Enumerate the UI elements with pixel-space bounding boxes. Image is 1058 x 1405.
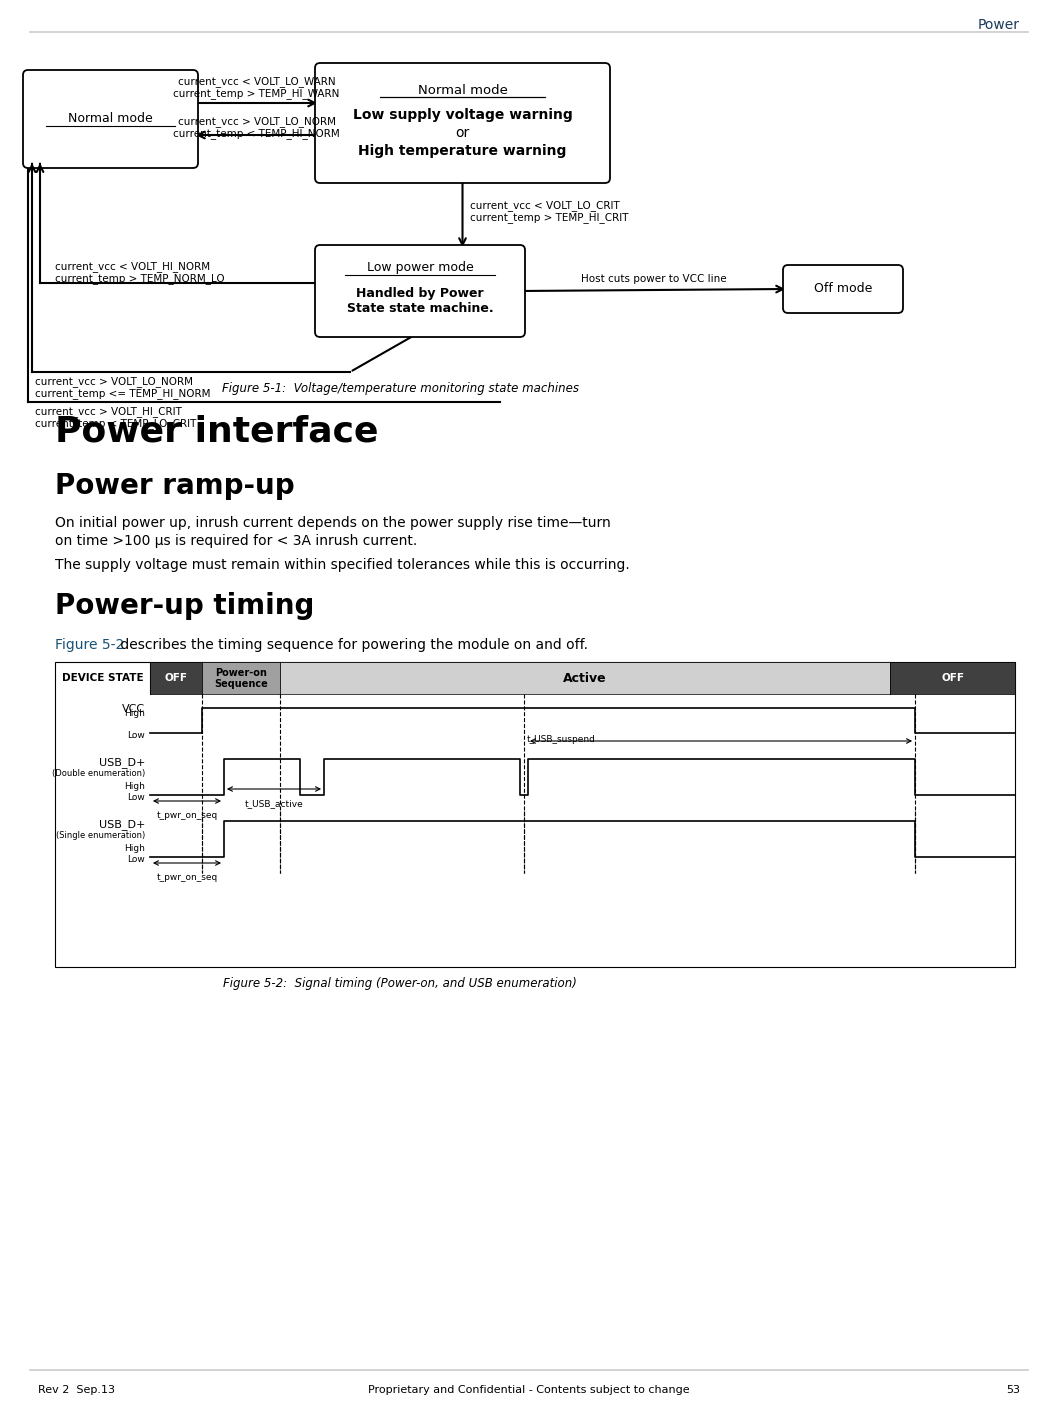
Text: Low: Low — [127, 731, 145, 740]
Text: VCC: VCC — [122, 704, 145, 714]
Text: (Double enumeration): (Double enumeration) — [52, 769, 145, 778]
Text: Low: Low — [127, 792, 145, 802]
Text: 53: 53 — [1006, 1385, 1020, 1395]
FancyBboxPatch shape — [315, 63, 610, 183]
Text: t_USB_suspend: t_USB_suspend — [527, 735, 596, 745]
Text: High temperature warning: High temperature warning — [359, 143, 567, 157]
Text: describes the timing sequence for powering the module on and off.: describes the timing sequence for poweri… — [116, 638, 588, 652]
Text: t_pwr_on_seq: t_pwr_on_seq — [157, 811, 218, 821]
Text: OFF: OFF — [164, 673, 187, 683]
Text: current_vcc < VOLT_HI_NORM: current_vcc < VOLT_HI_NORM — [55, 261, 211, 273]
Text: current_temp > TEMP_NORM_LO: current_temp > TEMP_NORM_LO — [55, 274, 224, 284]
Bar — [890, 662, 1015, 694]
Text: t_USB_active: t_USB_active — [244, 799, 304, 808]
Text: OFF: OFF — [941, 673, 964, 683]
Text: The supply voltage must remain within specified tolerances while this is occurri: The supply voltage must remain within sp… — [55, 558, 630, 572]
Text: current_vcc > VOLT_LO_NORM: current_vcc > VOLT_LO_NORM — [35, 377, 193, 386]
Text: current_temp > TEMP_HI_CRIT: current_temp > TEMP_HI_CRIT — [471, 212, 630, 223]
Text: Off mode: Off mode — [814, 282, 872, 295]
Text: DEVICE STATE: DEVICE STATE — [61, 673, 143, 683]
Text: Normal mode: Normal mode — [68, 112, 152, 125]
Text: Low supply voltage warning: Low supply voltage warning — [352, 108, 572, 122]
Text: Handled by Power: Handled by Power — [357, 287, 484, 299]
Text: Power interface: Power interface — [55, 414, 379, 450]
FancyBboxPatch shape — [23, 70, 198, 169]
Text: current_temp > TEMP_HI_WARN: current_temp > TEMP_HI_WARN — [174, 89, 340, 98]
Text: Power: Power — [978, 18, 1020, 32]
Text: Host cuts power to VCC line: Host cuts power to VCC line — [581, 274, 727, 284]
Bar — [55, 662, 1015, 967]
Bar — [150, 662, 202, 694]
Text: USB_D+: USB_D+ — [98, 819, 145, 830]
Text: High: High — [124, 710, 145, 718]
Text: current_vcc > VOLT_HI_CRIT: current_vcc > VOLT_HI_CRIT — [35, 406, 182, 417]
Text: State state machine.: State state machine. — [347, 302, 493, 316]
Text: High: High — [124, 783, 145, 791]
Text: USB_D+: USB_D+ — [98, 757, 145, 769]
Text: current_vcc < VOLT_LO_WARN: current_vcc < VOLT_LO_WARN — [178, 76, 335, 87]
Text: current_vcc < VOLT_LO_CRIT: current_vcc < VOLT_LO_CRIT — [471, 201, 620, 212]
Text: On initial power up, inrush current depends on the power supply rise time—turn: On initial power up, inrush current depe… — [55, 516, 610, 530]
Text: current_temp < TEMP_HI_NORM: current_temp < TEMP_HI_NORM — [174, 128, 340, 139]
Text: current_vcc > VOLT_LO_NORM: current_vcc > VOLT_LO_NORM — [178, 117, 335, 126]
Text: Power ramp-up: Power ramp-up — [55, 472, 294, 500]
Text: (Single enumeration): (Single enumeration) — [56, 830, 145, 840]
Text: Active: Active — [563, 672, 607, 684]
Text: Normal mode: Normal mode — [418, 83, 508, 97]
Text: current_temp < TEMP_LO_CRIT: current_temp < TEMP_LO_CRIT — [35, 419, 197, 429]
Text: Power-up timing: Power-up timing — [55, 592, 314, 620]
Bar — [280, 662, 890, 694]
Text: Power-on: Power-on — [215, 667, 267, 679]
Text: Sequence: Sequence — [214, 679, 268, 688]
Text: on time >100 μs is required for < 3A inrush current.: on time >100 μs is required for < 3A inr… — [55, 534, 417, 548]
FancyBboxPatch shape — [783, 266, 902, 313]
Text: Rev 2  Sep.13: Rev 2 Sep.13 — [38, 1385, 115, 1395]
Text: Low power mode: Low power mode — [367, 261, 473, 274]
Text: Proprietary and Confidential - Contents subject to change: Proprietary and Confidential - Contents … — [368, 1385, 690, 1395]
Bar — [202, 662, 280, 694]
Text: current_temp <= TEMP_HI_NORM: current_temp <= TEMP_HI_NORM — [35, 388, 211, 399]
Text: or: or — [455, 126, 470, 140]
Text: t_pwr_on_seq: t_pwr_on_seq — [157, 873, 218, 882]
Text: High: High — [124, 844, 145, 853]
Text: Figure 5-1:  Voltage/temperature monitoring state machines: Figure 5-1: Voltage/temperature monitori… — [221, 382, 579, 395]
Text: Figure 5-2: Figure 5-2 — [55, 638, 124, 652]
Text: Figure 5-2:  Signal timing (Power-on, and USB enumeration): Figure 5-2: Signal timing (Power-on, and… — [223, 976, 577, 991]
Text: Low: Low — [127, 856, 145, 864]
FancyBboxPatch shape — [315, 244, 525, 337]
